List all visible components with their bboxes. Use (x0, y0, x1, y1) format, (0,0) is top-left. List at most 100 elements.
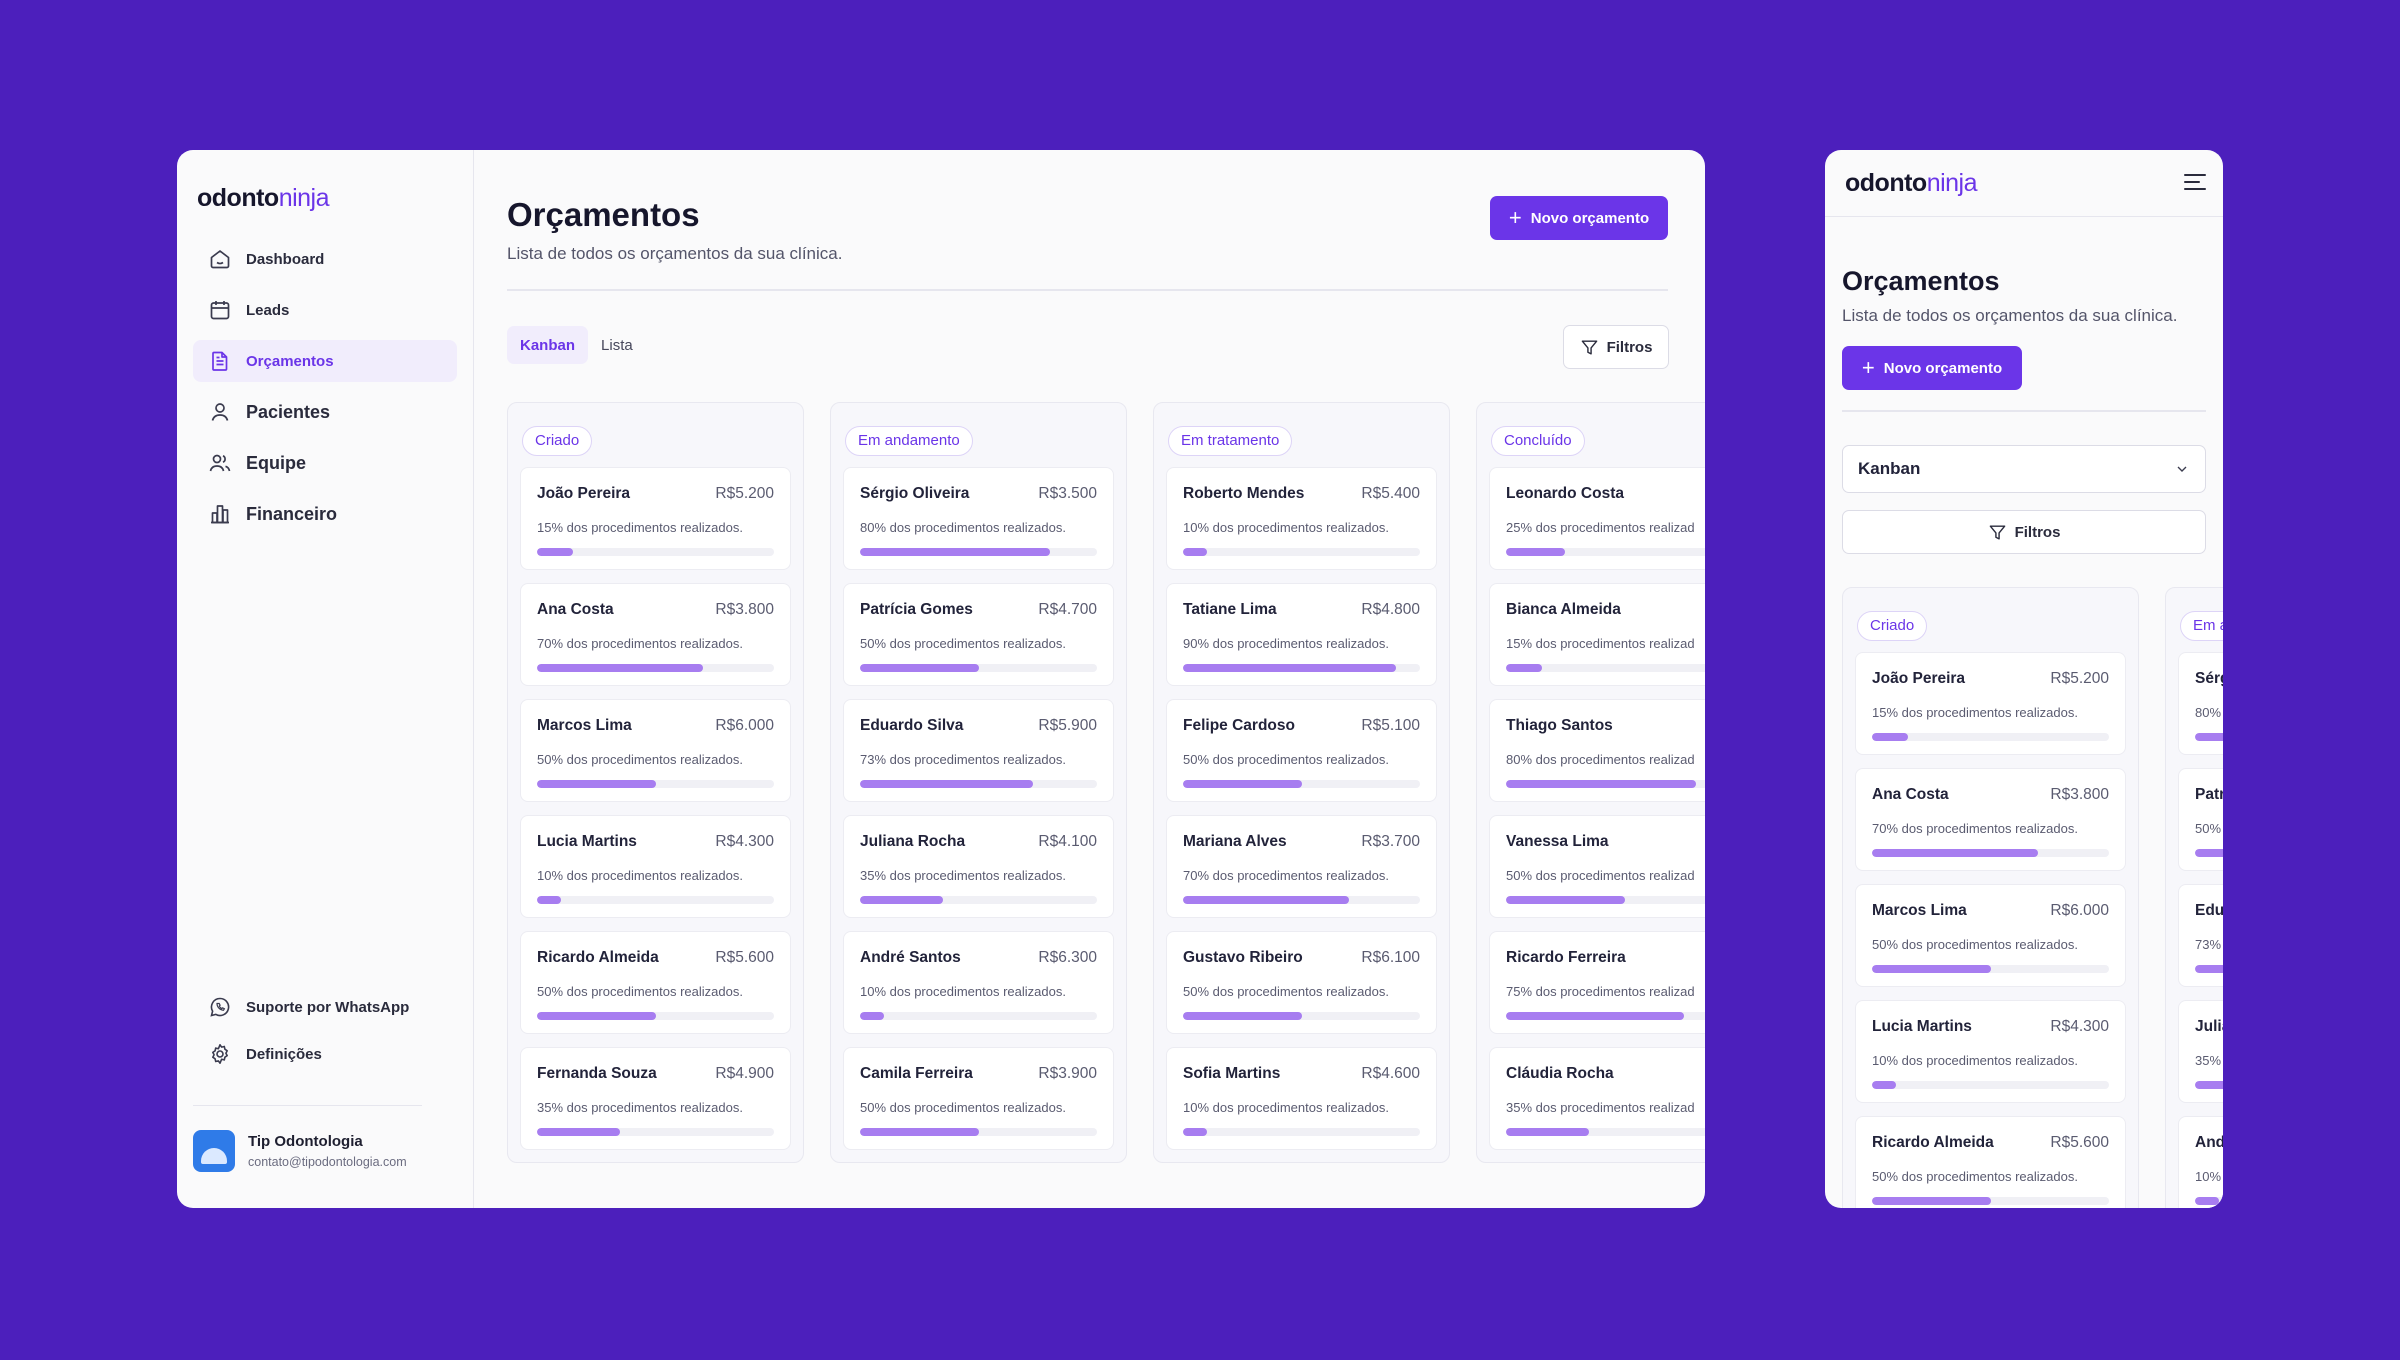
card-patient-name: João Pereira (1872, 670, 1966, 687)
card-progress-text: 50% dos procedimentos realizados. (860, 636, 1066, 651)
budget-card[interactable]: Ricardo Almeida R$5.600 50% dos procedimen… (1855, 1116, 2126, 1208)
card-progress-text: 50% dos procedimentos realizados. (860, 1100, 1066, 1115)
budget-card[interactable]: André Santos R$6.300 10% dos procedimentos… (843, 931, 1114, 1034)
brand-logo[interactable]: odontoninja (1845, 169, 1978, 198)
sidebar-item-leads[interactable]: Leads (193, 289, 457, 331)
budget-card[interactable]: Edu 73% (2178, 884, 2223, 987)
budget-card[interactable]: Tatiane Lima R$4.800 90% dos procedimentos… (1166, 583, 1437, 686)
chart-bar-icon (211, 505, 229, 524)
progress-bar-fill (1872, 1081, 1896, 1089)
card-progress-text: 35% (2195, 1053, 2222, 1068)
card-progress-text: 50% dos procedimentos realizados. (1183, 752, 1389, 767)
card-progress-text: 10% (2195, 1169, 2222, 1184)
user-icon (211, 403, 229, 421)
new-budget-label: Novo orçamento (1883, 359, 2003, 377)
budget-card[interactable]: João Pereira R$5.200 15% dos procedimentos… (520, 467, 791, 570)
progress-bar-fill (2195, 1197, 2219, 1205)
sidebar-item-whatsapp-support[interactable]: Suporte por WhatsApp (193, 988, 457, 1026)
sidebar-item-definicoes[interactable]: Definições (193, 1035, 457, 1073)
budget-card[interactable]: Marcos Lima R$6.000 50% dos procedimentos … (1855, 884, 2126, 987)
budget-card[interactable]: Gustavo Ribeiro R$6.100 50% dos procedimen… (1166, 931, 1437, 1034)
view-tabs: Kanban Lista (507, 326, 646, 364)
budget-card[interactable]: Lucia Martins R$4.300 10% dos procedimento… (520, 815, 791, 918)
card-progress-text: 10% dos procedimentos realizados. (1872, 1053, 2078, 1068)
budget-card[interactable]: Felipe Cardoso R$5.100 50% dos procediment… (1166, 699, 1437, 802)
card-progress-text: 50% dos procedimentos realizados. (1872, 937, 2078, 952)
budget-card[interactable]: Patrícia Gomes R$4.700 50% dos procediment… (843, 583, 1114, 686)
progress-bar (537, 664, 774, 672)
progress-bar (1872, 965, 2109, 973)
view-select[interactable]: Kanban (1842, 445, 2206, 493)
card-patient-name: Juliana Rocha (860, 833, 966, 850)
budget-card[interactable]: Patr 50% (2178, 768, 2223, 871)
budget-card[interactable]: Marcos Lima R$6.000 50% dos procedimentos … (520, 699, 791, 802)
plus-icon: + (1508, 205, 1522, 230)
budget-card[interactable]: Sérgio Oliveira R$3.500 80% dos procedimen… (843, 467, 1114, 570)
progress-bar (537, 1012, 774, 1020)
sidebar-item-orcamentos[interactable]: Orçamentos (193, 340, 457, 382)
new-budget-button[interactable]: + Novo orçamento (1490, 196, 1668, 240)
hamburger-menu-icon[interactable] (2184, 174, 2206, 195)
card-progress-text: 50% dos procedimentos realizados. (537, 984, 743, 999)
card-budget-value: R$4.600 (1361, 1065, 1420, 1082)
budget-card[interactable]: Mariana Alves R$3.700 70% dos procedimento… (1166, 815, 1437, 918)
card-budget-value: R$3.900 (1038, 1065, 1097, 1082)
budget-card[interactable]: Lucia Martins R$4.300 10% dos procedimento… (1855, 1000, 2126, 1103)
budget-card[interactable]: João Pereira R$5.200 15% dos procedimentos… (1855, 652, 2126, 755)
user-profile[interactable]: Tip Odontologia contato@tipodontologia.c… (193, 1130, 407, 1172)
card-patient-name: Sérgio Oliveira (860, 485, 970, 502)
progress-bar-fill (1183, 664, 1397, 672)
sidebar-item-label: Orçamentos (246, 352, 334, 370)
sidebar-item-pacientes[interactable]: Pacientes (193, 391, 457, 433)
budget-card[interactable]: Sofia Martins R$4.600 10% dos procedimento… (1166, 1047, 1437, 1150)
brand-logo[interactable]: odontoninja (197, 184, 330, 213)
budget-card[interactable]: Eduardo Silva R$5.900 73% dos procedimento… (843, 699, 1114, 802)
progress-bar (537, 780, 774, 788)
plus-icon: + (1861, 355, 1875, 380)
card-budget-value: R$6.000 (2050, 902, 2109, 919)
tab-kanban[interactable]: Kanban (507, 326, 589, 364)
budget-card[interactable]: Juliana Rocha R$4.100 35% dos procedimento… (843, 815, 1114, 918)
sidebar-item-financeiro[interactable]: Financeiro (193, 493, 457, 535)
progress-bar-fill (1872, 733, 1908, 741)
card-progress-text: 80% dos procedimentos realizados. (860, 520, 1066, 535)
desktop-window: odontoninja Dashboard Leads Orçamentos P… (177, 150, 1705, 1208)
progress-bar (1183, 664, 1420, 672)
filters-button[interactable]: Filtros (1842, 510, 2206, 554)
budget-card[interactable]: Ana Costa R$3.800 70% dos procedimentos re… (520, 583, 791, 686)
progress-bar-fill (1506, 664, 1542, 672)
new-budget-button[interactable]: + Novo orçamento (1842, 346, 2022, 390)
chevron-down-icon (2177, 466, 2187, 472)
calendar-icon (210, 301, 230, 320)
card-progress-text: 70% dos procedimentos realizados. (537, 636, 743, 651)
card-budget-value: R$5.200 (715, 485, 774, 502)
sidebar-item-dashboard[interactable]: Dashboard (193, 238, 457, 280)
budget-card[interactable]: Fernanda Souza R$4.900 35% dos procediment… (520, 1047, 791, 1150)
sidebar-item-equipe[interactable]: Equipe (193, 442, 457, 484)
budget-card[interactable]: Julia 35% (2178, 1000, 2223, 1103)
progress-bar-fill (1872, 965, 1991, 973)
budget-card[interactable]: Roberto Mendes R$5.400 10% dos procediment… (1166, 467, 1437, 570)
sidebar-nav: Dashboard Leads Orçamentos Pacientes Equ… (193, 238, 457, 544)
budget-card[interactable]: Ana Costa R$3.800 70% dos procedimentos re… (1855, 768, 2126, 871)
card-budget-value: R$4.700 (1038, 601, 1097, 618)
budget-card[interactable]: Camila Ferreira R$3.900 50% dos procedimen… (843, 1047, 1114, 1150)
sidebar-item-label: Equipe (246, 452, 307, 473)
progress-bar (1183, 1128, 1420, 1136)
filters-button[interactable]: Filtros (1563, 325, 1669, 369)
budget-card[interactable]: And 10% (2178, 1116, 2223, 1208)
card-progress-text: 35% dos procedimentos realizados. (537, 1100, 743, 1115)
avatar (193, 1130, 235, 1172)
card-patient-name: Ana Costa (1872, 786, 1949, 803)
tab-lista[interactable]: Lista (601, 336, 633, 354)
progress-bar (1183, 780, 1420, 788)
budget-card[interactable]: Ricardo Almeida R$5.600 50% dos procedimen… (520, 931, 791, 1034)
budget-card[interactable]: Sérg 80% (2178, 652, 2223, 755)
